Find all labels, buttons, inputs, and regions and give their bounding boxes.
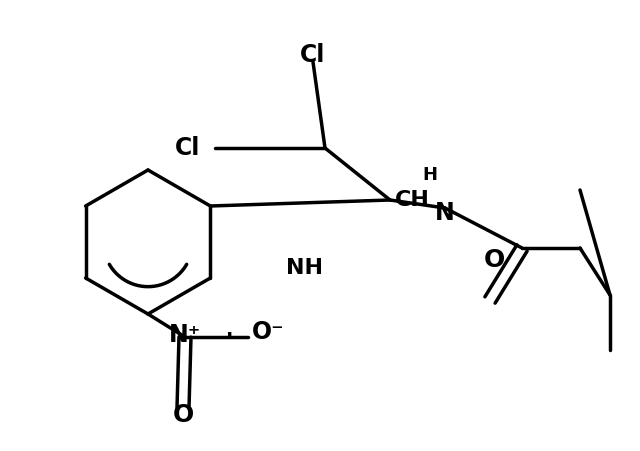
Text: O: O	[483, 248, 504, 272]
Text: H: H	[422, 166, 438, 184]
Text: NH: NH	[287, 258, 323, 278]
Text: O⁻: O⁻	[252, 320, 285, 344]
Text: O: O	[172, 403, 194, 427]
Text: ·: ·	[227, 326, 234, 345]
Text: Cl: Cl	[300, 43, 326, 67]
Text: N: N	[435, 201, 455, 225]
Text: N⁺: N⁺	[169, 323, 201, 347]
Text: Cl: Cl	[175, 136, 200, 160]
Text: CH: CH	[395, 190, 430, 210]
